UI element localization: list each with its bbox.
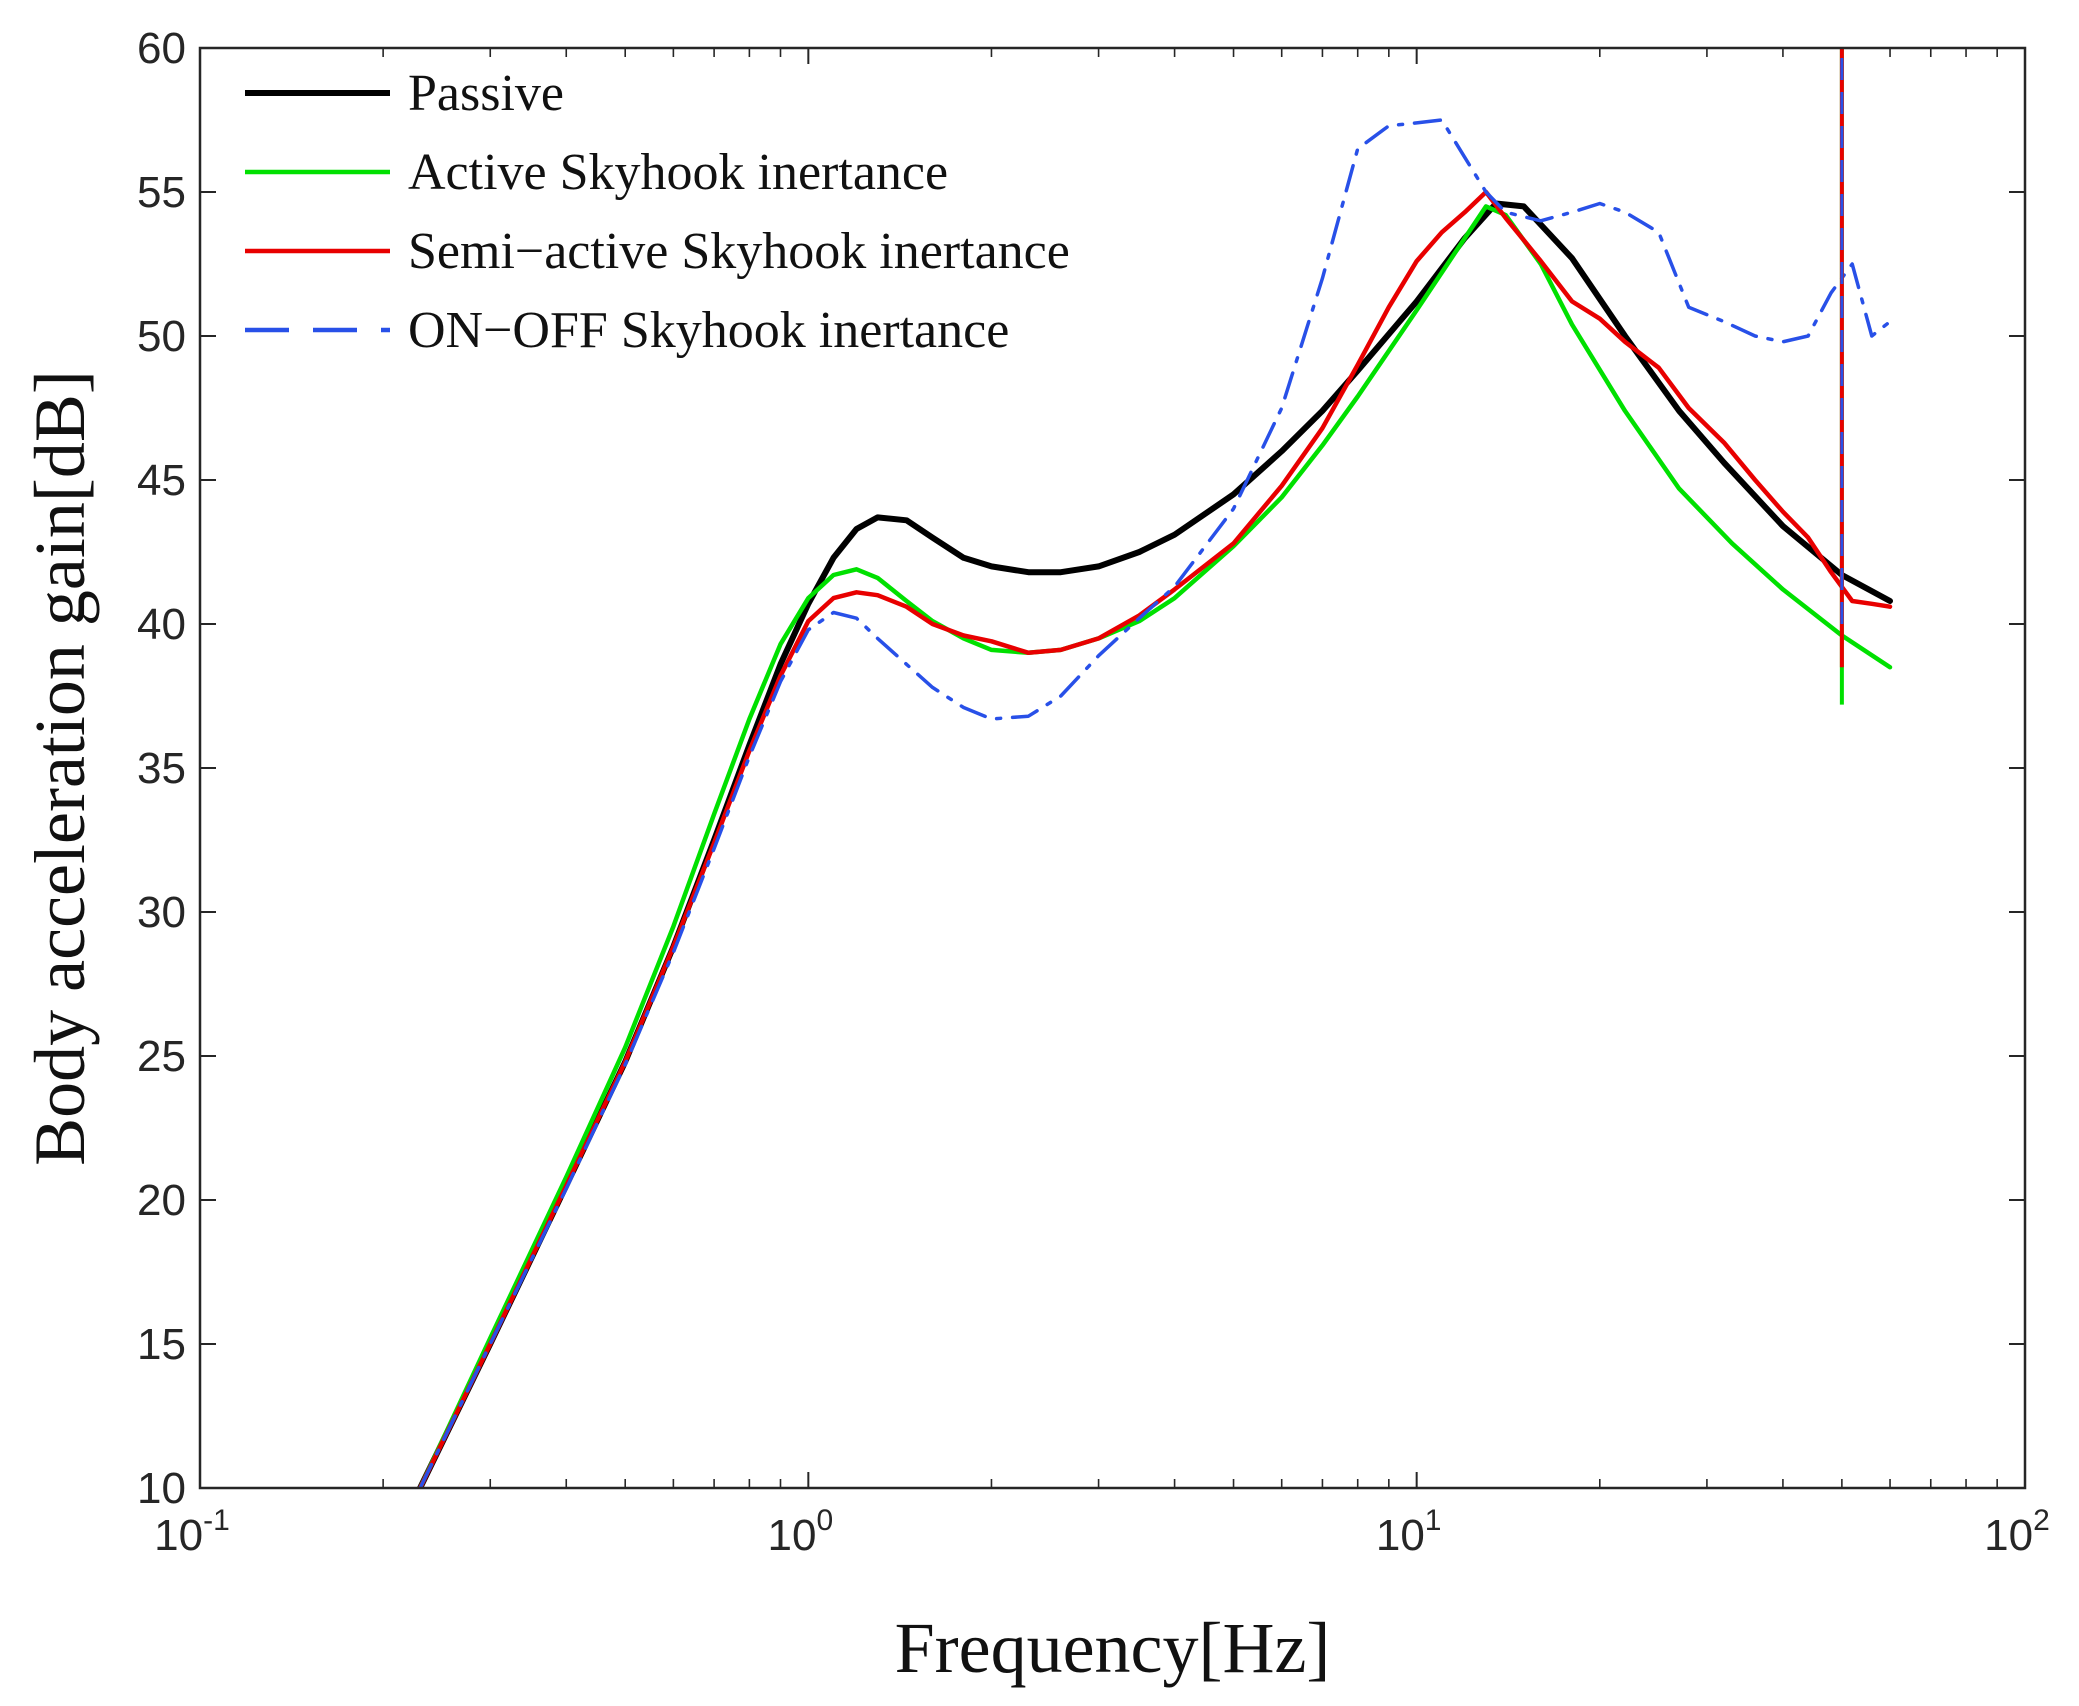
y-tick-label: 55 xyxy=(137,168,186,217)
y-axis-label: Body acceleration gain[dB] xyxy=(20,370,100,1166)
y-tick-labels: 10 15 20 25 30 35 40 45 50 55 60 xyxy=(137,24,186,1513)
y-tick-label: 40 xyxy=(137,600,186,649)
x-tick-labels: 10-1 100 101 102 xyxy=(154,1504,2050,1560)
legend: Passive Active Skyhook inertance Semi−acti… xyxy=(245,65,1070,359)
x-tick-label: 101 xyxy=(1376,1504,1442,1560)
on-off-skyhook-line xyxy=(418,118,1892,1488)
y-tick-label: 45 xyxy=(137,456,186,505)
y-tick-label: 30 xyxy=(137,888,186,937)
x-tick-label: 100 xyxy=(768,1504,834,1560)
plot-lines xyxy=(417,48,1893,1488)
legend-entry-label: Active Skyhook inertance xyxy=(408,144,948,201)
y-tick-label: 35 xyxy=(137,744,186,793)
y-tick-label: 20 xyxy=(137,1176,186,1225)
x-tick-label: 10-1 xyxy=(154,1504,230,1560)
legend-entry-label: ON−OFF Skyhook inertance xyxy=(408,302,1009,359)
y-tick-label: 25 xyxy=(137,1032,186,1081)
y-tick-label: 50 xyxy=(137,312,186,361)
plot-frame xyxy=(198,46,2027,1490)
legend-entry-label: Passive xyxy=(408,65,564,122)
x-axis-label: Frequency[Hz] xyxy=(895,1608,1331,1688)
y-tick-label: 10 xyxy=(137,1464,186,1513)
semi-active-skyhook-line xyxy=(417,189,1893,1488)
x-tick-label: 102 xyxy=(1984,1504,2050,1560)
y-tick-label: 60 xyxy=(137,24,186,73)
legend-entry-label: Semi−active Skyhook inertance xyxy=(408,223,1070,280)
y-tick-label: 15 xyxy=(137,1320,186,1369)
